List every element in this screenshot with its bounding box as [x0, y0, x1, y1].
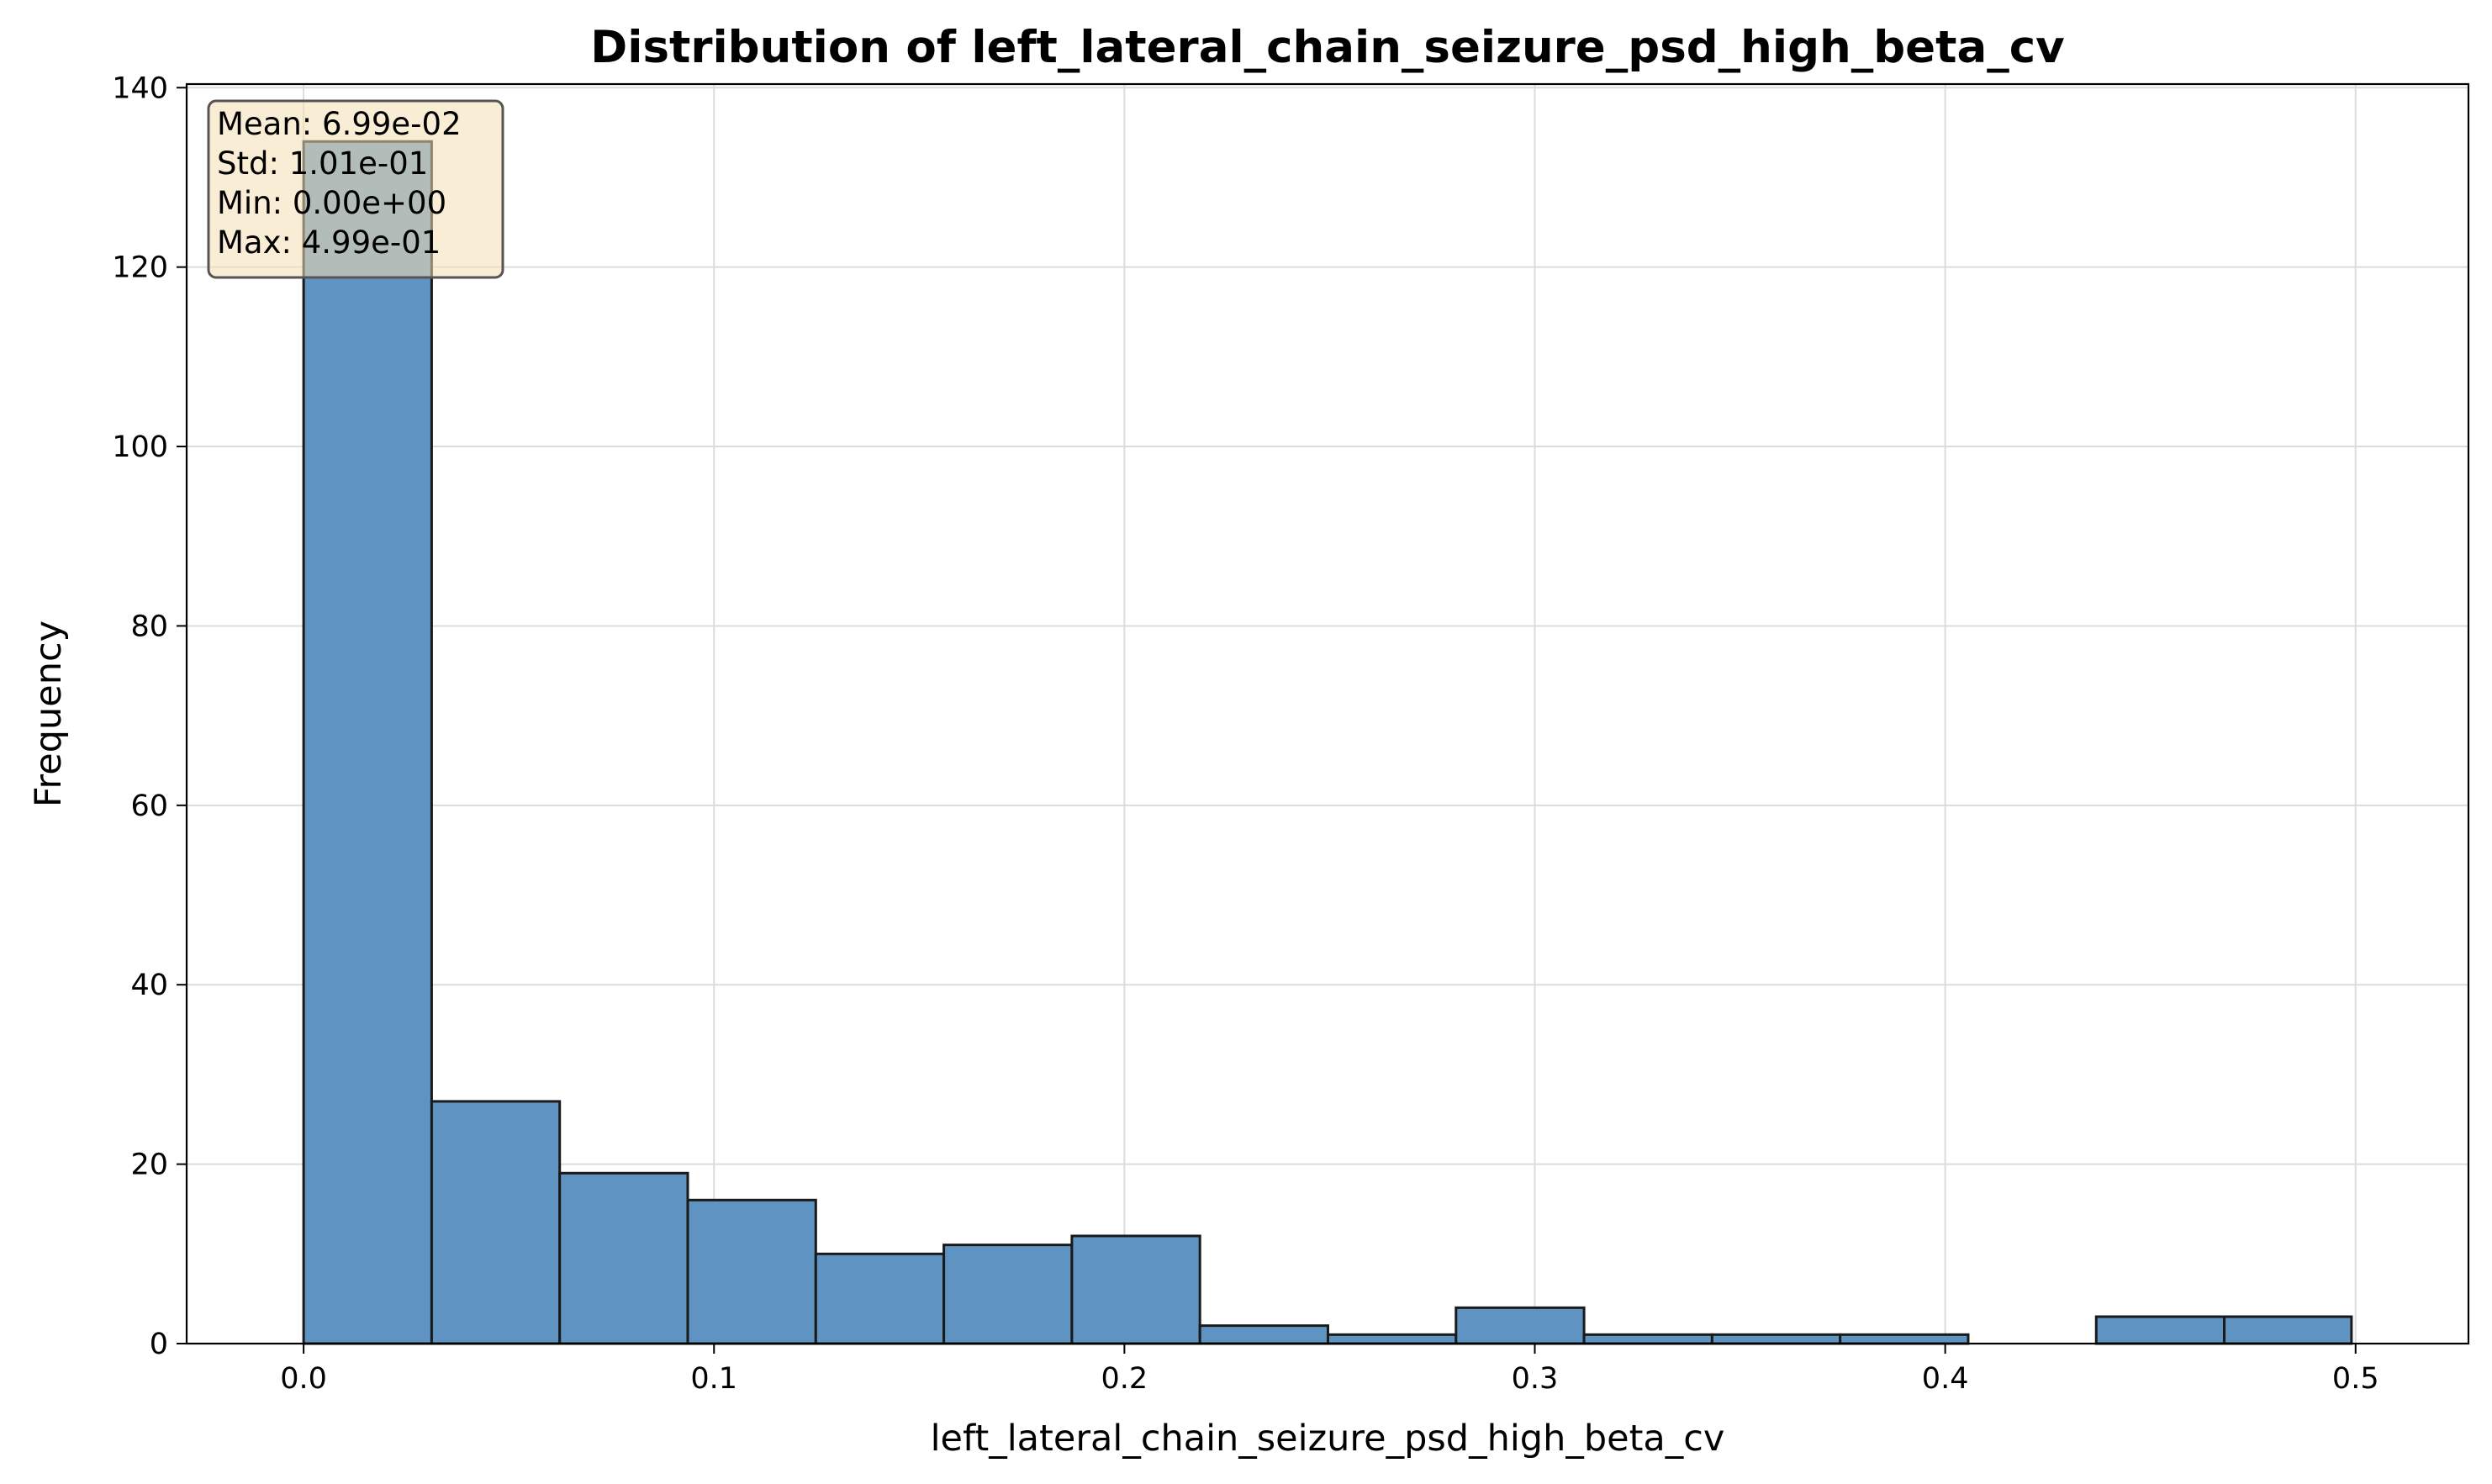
- histogram-bar: [1070, 1234, 1201, 1345]
- x-tick-label: 0.5: [2332, 1362, 2379, 1396]
- stats-mean: Mean: 6.99e-02: [217, 106, 462, 142]
- histogram-bar: [814, 1252, 946, 1345]
- y-axis-ticks: 0 20 40 60 80 100 120 140: [112, 71, 187, 1361]
- x-tick-label: 0.0: [280, 1362, 327, 1396]
- x-tick-label: 0.4: [1922, 1362, 1969, 1396]
- histogram-bar: [1710, 1333, 1842, 1345]
- y-axis-label: Frequency: [28, 621, 70, 807]
- y-tick-label: 140: [112, 71, 168, 105]
- histogram-bar: [2094, 1315, 2226, 1345]
- y-tick-label: 80: [130, 610, 168, 643]
- histogram-bar: [302, 140, 433, 1345]
- x-tick-label: 0.1: [690, 1362, 737, 1396]
- x-axis-label: left_lateral_chain_seizure_psd_high_beta…: [931, 1418, 1725, 1460]
- y-tick-label: 100: [112, 430, 168, 464]
- histogram-bar: [1455, 1306, 1586, 1345]
- histogram-bar: [1839, 1333, 1970, 1345]
- plot-frame: [185, 82, 2470, 1345]
- histogram-bar: [1198, 1324, 1329, 1345]
- stats-min: Min: 0.00e+00: [217, 185, 446, 221]
- y-tick-label: 0: [150, 1328, 168, 1361]
- histogram-bar: [2223, 1315, 2353, 1345]
- histogram-bar: [1326, 1333, 1458, 1345]
- y-tick-label: 20: [130, 1149, 168, 1182]
- x-axis-ticks: 0.0 0.1 0.2 0.3 0.4 0.5: [280, 1344, 2379, 1396]
- histogram-bars: [302, 140, 2353, 1345]
- chart-title: Distribution of left_lateral_chain_seizu…: [590, 22, 2064, 73]
- histogram-bar: [558, 1171, 689, 1345]
- y-tick-label: 40: [130, 969, 168, 1002]
- histogram-bar: [942, 1244, 1074, 1345]
- x-tick-label: 0.2: [1101, 1362, 1148, 1396]
- stats-box: Mean: 6.99e-02 Std: 1.01e-01 Min: 0.00e+…: [207, 99, 504, 279]
- stats-box-background: [207, 99, 504, 279]
- histogram-bar: [686, 1198, 817, 1345]
- x-tick-label: 0.3: [1512, 1362, 1559, 1396]
- stats-std: Std: 1.01e-01: [217, 145, 428, 182]
- y-tick-label: 120: [112, 251, 168, 285]
- histogram-bar: [430, 1100, 562, 1345]
- y-tick-label: 60: [130, 790, 168, 823]
- grid-lines: [187, 84, 2468, 1344]
- stats-max: Max: 4.99e-01: [217, 224, 441, 261]
- histogram-bar: [1582, 1333, 1713, 1345]
